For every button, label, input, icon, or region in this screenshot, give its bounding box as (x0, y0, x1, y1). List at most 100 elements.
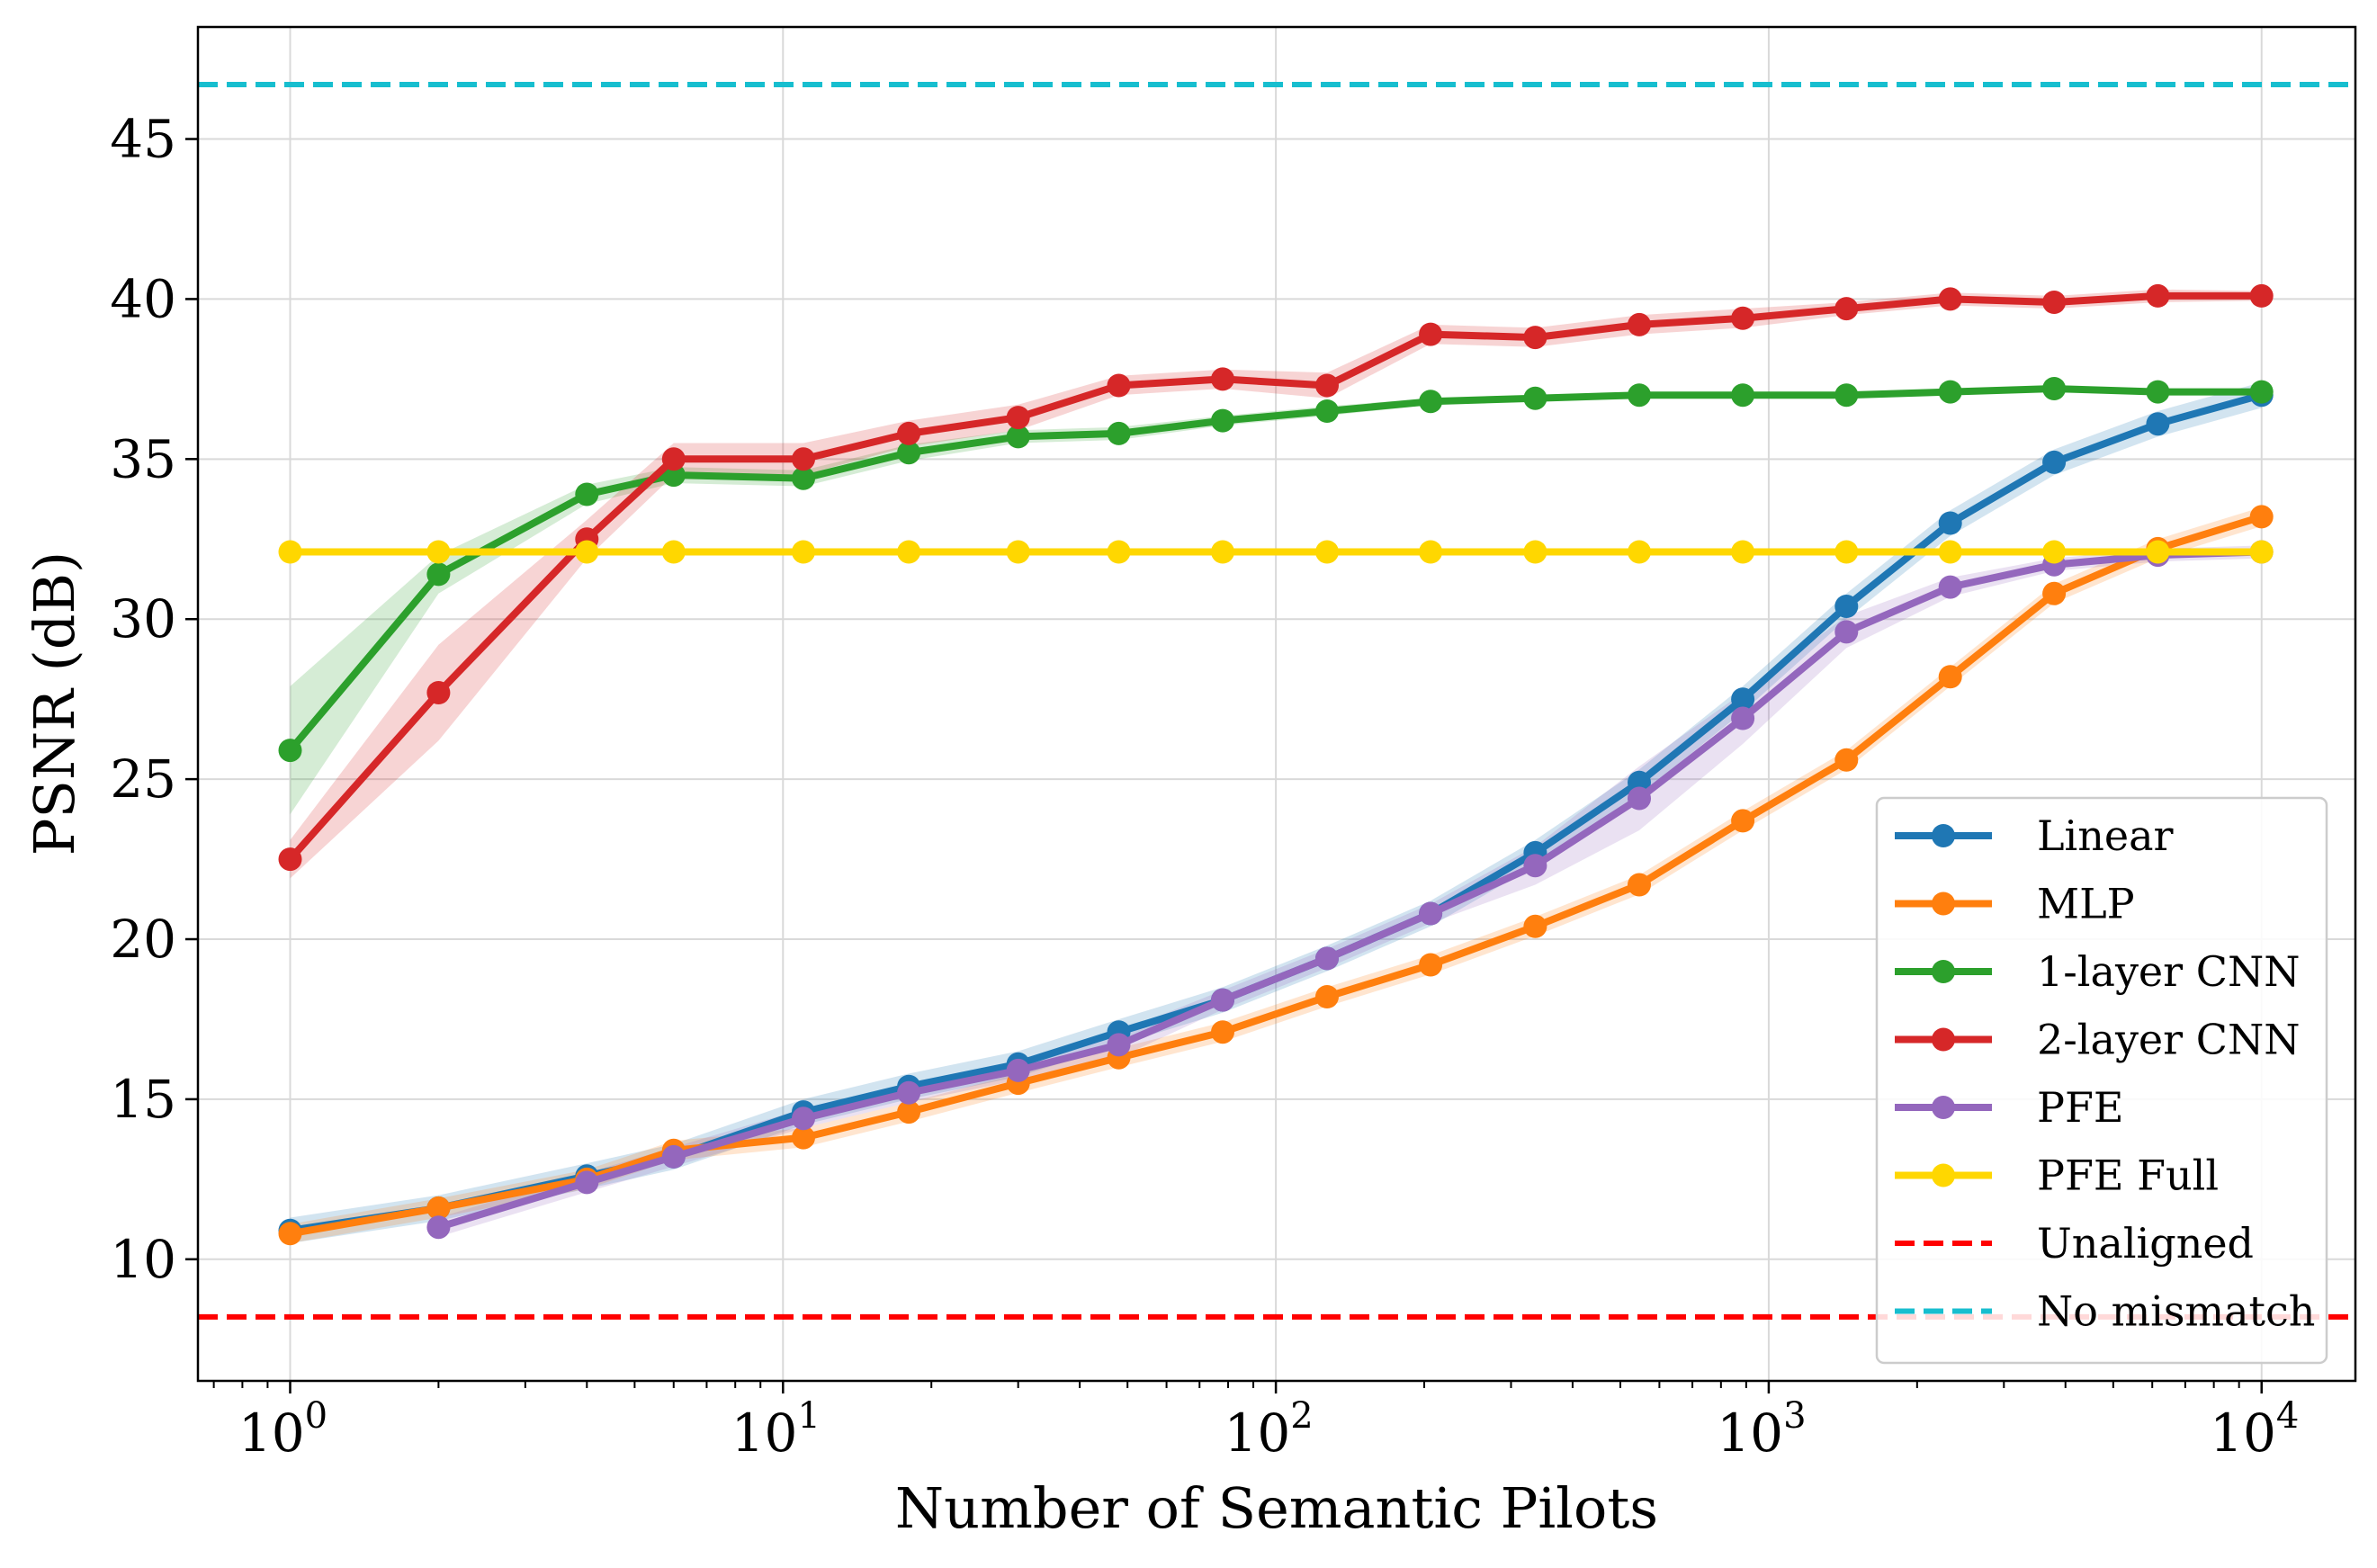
y-tick-label-20: 20 (110, 909, 176, 970)
point-mlp (1523, 914, 1547, 938)
point-1-layer-cnn (897, 441, 921, 465)
point-pfe-full (1107, 540, 1131, 564)
point-pfe (792, 1107, 815, 1131)
legend-item-pfe: PFE (1895, 1083, 2123, 1132)
point-2-layer-cnn (2146, 283, 2170, 308)
point-pfe (1834, 620, 1859, 644)
point-mlp (1628, 873, 1651, 897)
legend-label-1-layer-cnn: 1-layer CNN (2037, 947, 2300, 996)
point-2-layer-cnn (792, 447, 815, 471)
point-2-layer-cnn (1731, 306, 1755, 330)
point-1-layer-cnn (426, 562, 451, 587)
point-2-layer-cnn (1523, 326, 1547, 350)
point-linear (2146, 412, 2170, 436)
y-tick-label-35: 35 (110, 428, 176, 489)
y-tick-label-15: 15 (110, 1069, 176, 1130)
series-pfe-full (278, 540, 2274, 564)
x-tick-label-0: 100 (238, 1395, 327, 1464)
legend-label-linear: Linear (2037, 811, 2174, 860)
legend-item-linear: Linear (1895, 811, 2174, 860)
point-1-layer-cnn (792, 466, 815, 490)
point-1-layer-cnn (1419, 390, 1443, 414)
point-pfe-full (1419, 540, 1443, 564)
y-tick-label-45: 45 (110, 109, 176, 170)
series-lines (278, 283, 2274, 1246)
point-pfe (575, 1170, 599, 1195)
point-pfe-full (1523, 540, 1547, 564)
y-tick-label-30: 30 (110, 588, 176, 650)
legend: Linear MLP 1-layer CNN 2-layer CNN PFE PFE Fu… (1875, 796, 2328, 1365)
point-2-layer-cnn (2249, 283, 2274, 308)
point-1-layer-cnn (1628, 383, 1651, 408)
point-mlp (792, 1125, 815, 1150)
y-tick-label-40: 40 (110, 268, 176, 329)
point-pfe (1628, 786, 1651, 811)
point-linear (1628, 770, 1651, 794)
point-mlp (1211, 1020, 1234, 1044)
x-axis-label: Number of Semantic Pilots (895, 1475, 1658, 1541)
point-1-layer-cnn (278, 739, 302, 763)
legend-item-unaligned: Unaligned (1895, 1219, 2254, 1268)
line-pfe (435, 548, 2265, 1232)
x-tick-label-4: 104 (2210, 1395, 2299, 1464)
point-pfe (426, 1215, 451, 1240)
point-pfe-full (1731, 540, 1755, 564)
legend-label-pfe-full: PFE Full (2037, 1151, 2219, 1200)
point-pfe-full (897, 540, 921, 564)
point-1-layer-cnn (1834, 383, 1859, 408)
point-1-layer-cnn (1211, 408, 1234, 433)
point-2-layer-cnn (1419, 322, 1443, 346)
point-mlp (1938, 665, 1962, 689)
point-2-layer-cnn (661, 447, 686, 471)
band-mlp (290, 506, 2262, 1243)
legend-item-pfe-full: PFE Full (1895, 1151, 2219, 1200)
point-mlp (1419, 953, 1443, 977)
legend-label-pfe: PFE (2037, 1083, 2123, 1132)
legend-item-mlp: MLP (1895, 880, 2135, 928)
point-mlp (2042, 581, 2067, 605)
point-pfe (1938, 575, 1962, 599)
legend-swatch-marker (1932, 824, 1955, 847)
point-pfe (1731, 706, 1755, 730)
point-pfe (897, 1080, 921, 1105)
point-2-layer-cnn (1211, 367, 1234, 391)
point-2-layer-cnn (1834, 297, 1859, 321)
point-mlp (897, 1100, 921, 1124)
legend-swatch-marker (1932, 1027, 1955, 1052)
legend-box (1875, 796, 2328, 1365)
point-mlp (1731, 809, 1755, 833)
point-mlp (426, 1196, 451, 1220)
point-1-layer-cnn (2042, 377, 2067, 400)
point-pfe-full (2042, 540, 2067, 564)
point-pfe-full (1628, 540, 1651, 564)
point-2-layer-cnn (2042, 291, 2067, 314)
point-pfe-full (1006, 540, 1030, 564)
point-pfe-full (2249, 540, 2274, 564)
legend-swatch-marker (1932, 1096, 1955, 1119)
point-2-layer-cnn (1107, 373, 1131, 398)
point-1-layer-cnn (1731, 383, 1755, 408)
point-pfe (1523, 854, 1547, 878)
band-linear (290, 381, 2262, 1243)
point-1-layer-cnn (2146, 380, 2170, 404)
point-1-layer-cnn (1938, 380, 1962, 404)
x-tick-label-2: 102 (1224, 1395, 1313, 1464)
point-pfe-full (2146, 540, 2170, 564)
y-tick-label-10: 10 (110, 1229, 176, 1290)
x-tick-label-3: 103 (1717, 1395, 1806, 1464)
point-mlp (1315, 985, 1339, 1008)
legend-label-2-layer-cnn: 2-layer CNN (2037, 1016, 2300, 1064)
y-tick-label-25: 25 (110, 748, 176, 810)
legend-item-1-layer-cnn: 1-layer CNN (1895, 947, 2300, 996)
point-pfe-full (575, 540, 599, 564)
legend-item-no-mismatch: No mismatch (1895, 1287, 2315, 1336)
axis-tick-labels: 10 15 20 25 30 35 40 45 100 101 102 103 104 (110, 109, 2299, 1464)
point-1-layer-cnn (575, 482, 599, 506)
legend-label-no-mismatch: No mismatch (2037, 1287, 2315, 1336)
grid-lines (198, 27, 2355, 1381)
legend-swatch-marker (1932, 1163, 1955, 1187)
point-pfe-full (792, 540, 815, 564)
point-2-layer-cnn (1006, 406, 1030, 430)
point-mlp (278, 1222, 302, 1246)
